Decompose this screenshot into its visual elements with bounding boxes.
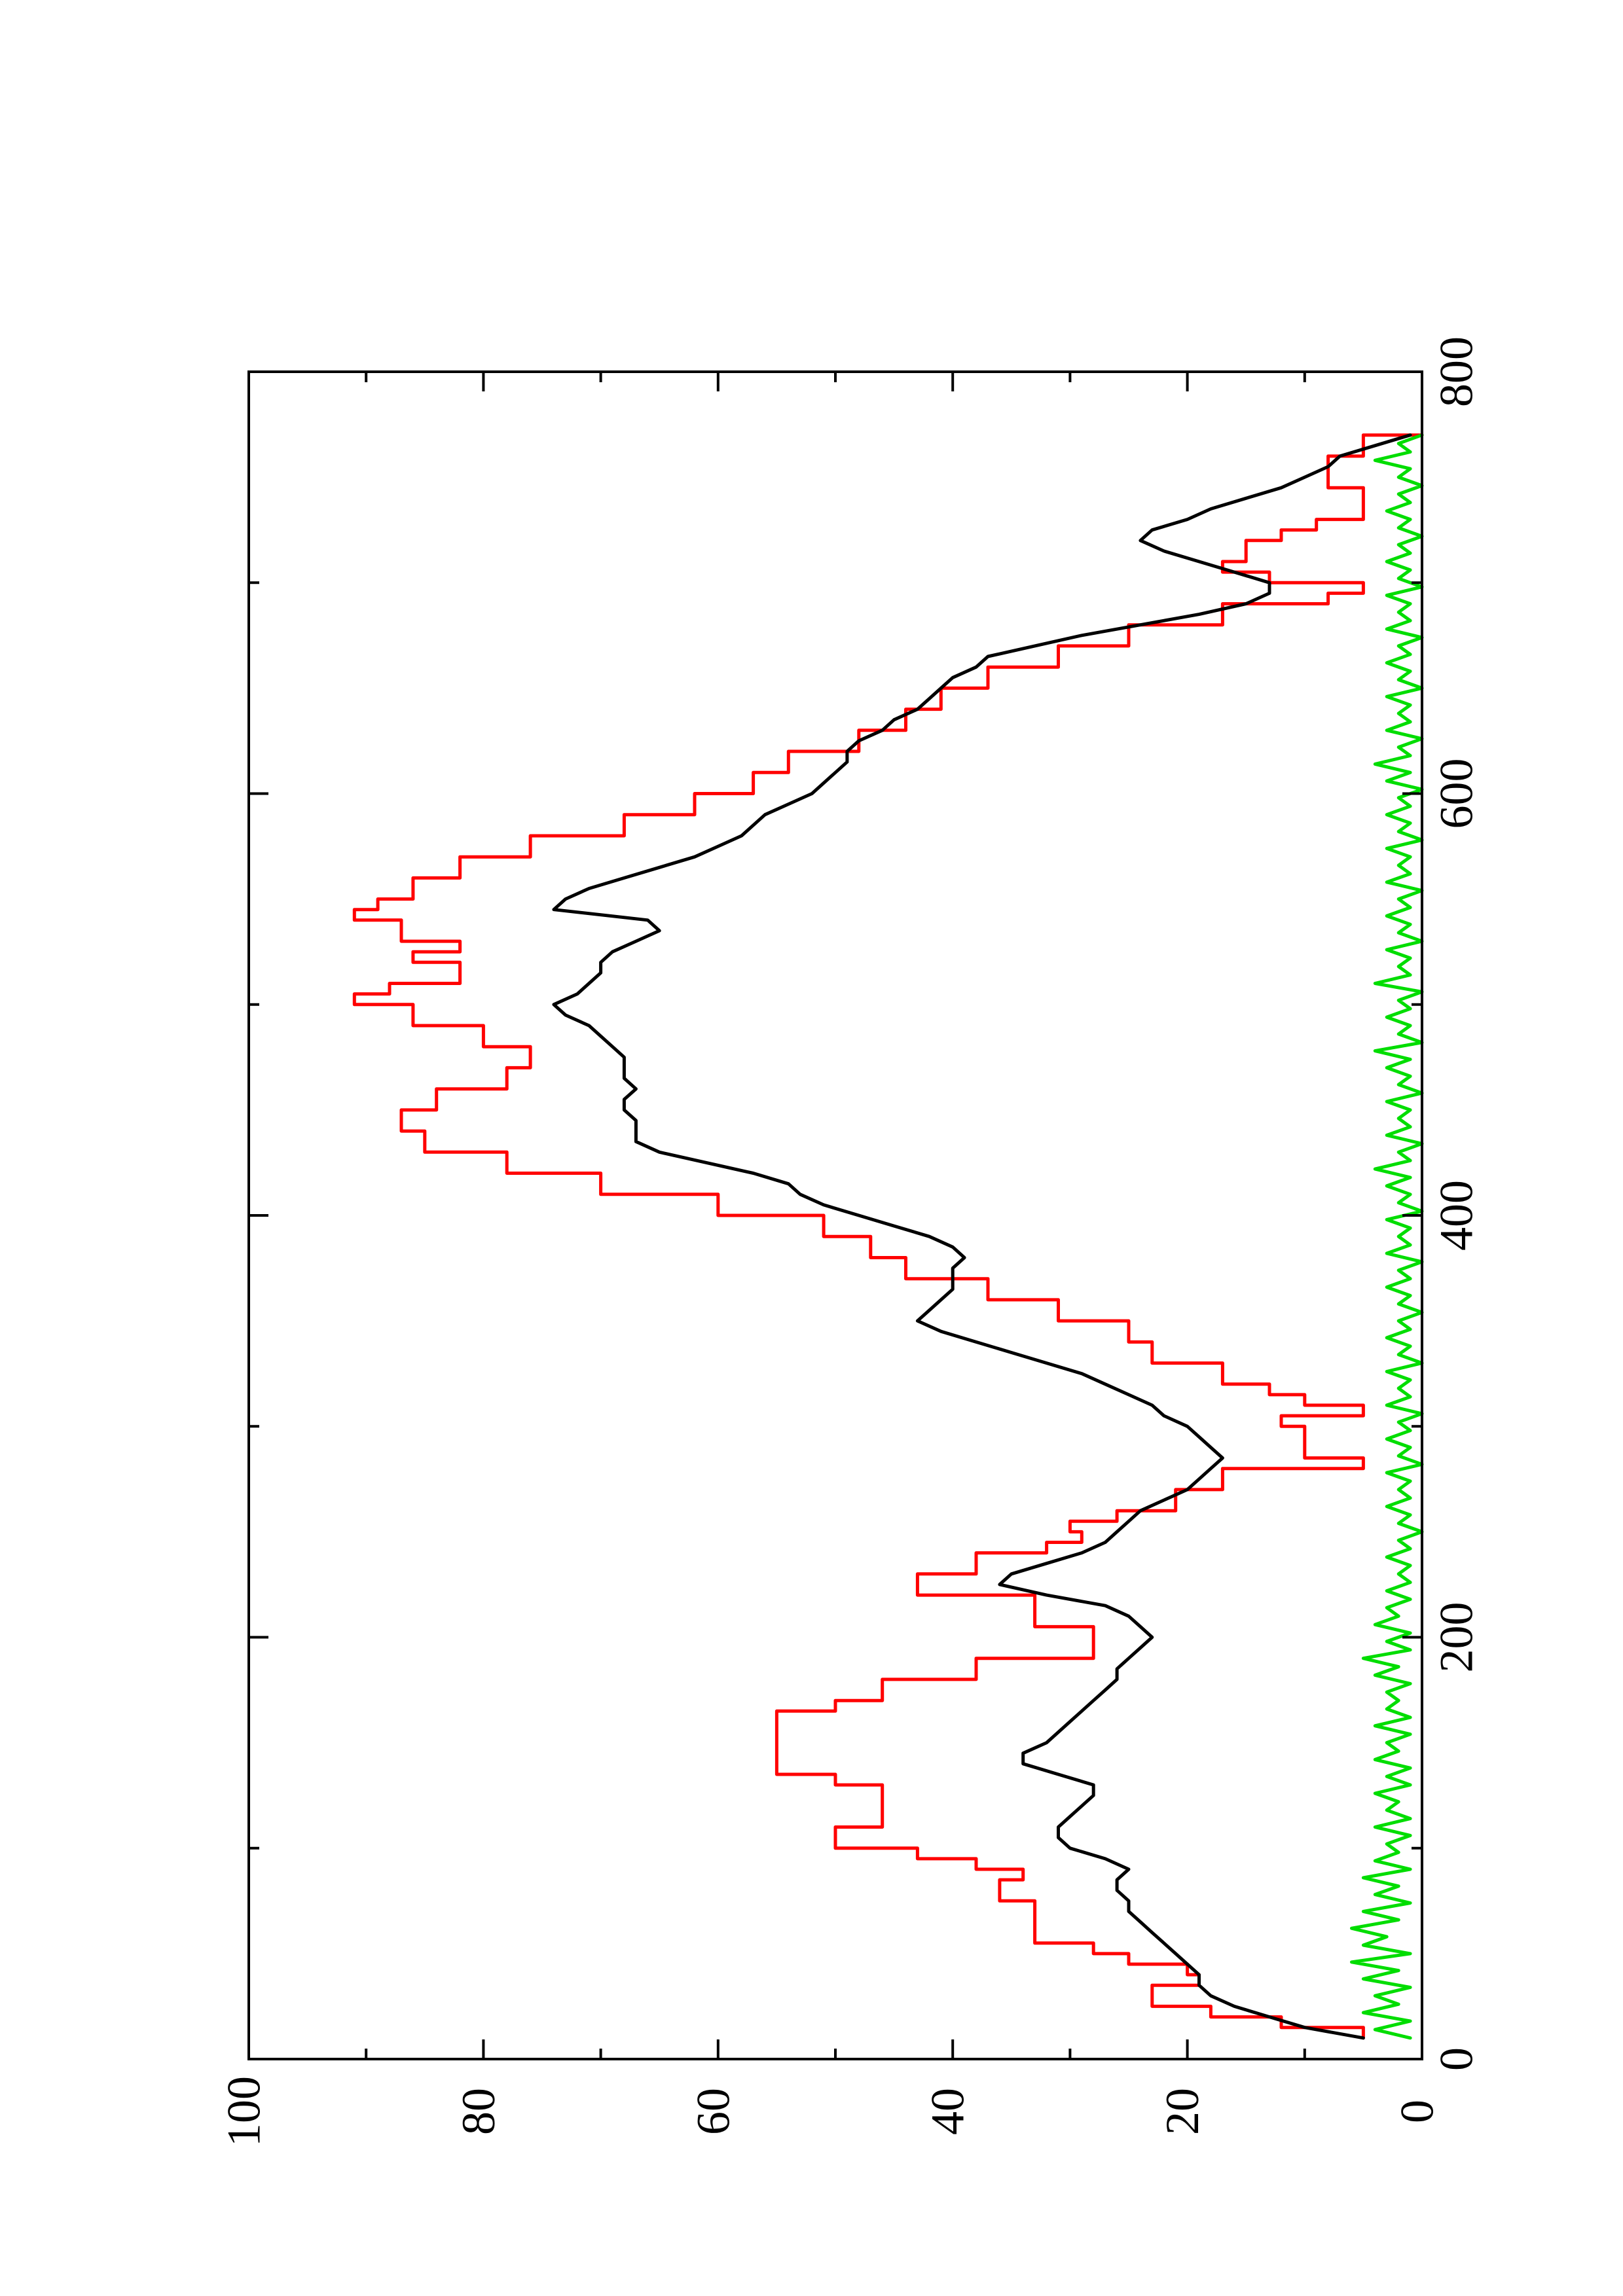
y-tick-label: 40 — [922, 2088, 974, 2135]
y-tick-label: 80 — [452, 2088, 505, 2135]
plot-frame — [247, 370, 1423, 2060]
x-tick-label: 800 — [1431, 336, 1483, 407]
x-tick-label: 400 — [1431, 1180, 1483, 1251]
x-tick-label: 0 — [1431, 2047, 1483, 2071]
plot-area: 0 200 400 600 800 0 20 40 60 80 100 — [218, 336, 1483, 2147]
y-tick-label: 100 — [218, 2076, 270, 2147]
series-line-2 — [552, 433, 1412, 2040]
series-line-3 — [1350, 433, 1424, 2040]
y-tick-label: 0 — [1391, 2100, 1444, 2123]
y-tick-label: 20 — [1156, 2088, 1209, 2135]
series-line-1 — [352, 433, 1424, 2040]
x-tick-label: 600 — [1431, 759, 1483, 829]
y-tick-label: 60 — [687, 2088, 739, 2135]
x-tick-label: 200 — [1431, 1602, 1483, 1673]
